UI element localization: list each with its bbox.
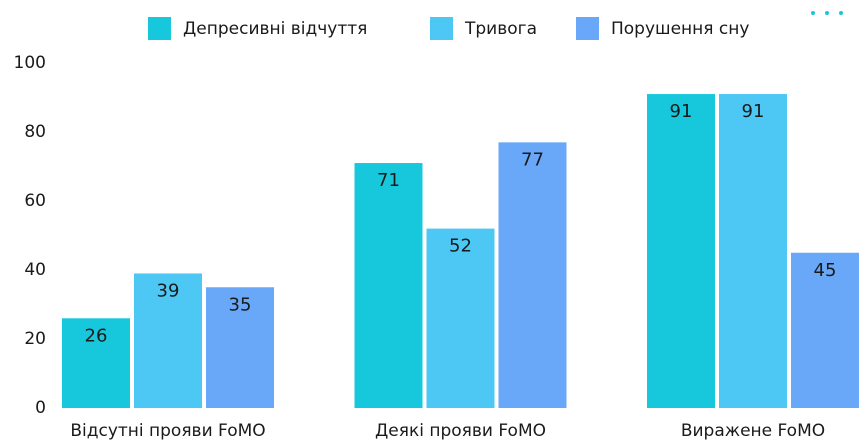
value-label: 45 bbox=[814, 260, 837, 281]
value-label: 91 bbox=[742, 101, 765, 122]
bar bbox=[62, 318, 130, 408]
y-tick-label: 0 bbox=[35, 398, 46, 418]
legend-label: Тривога bbox=[464, 19, 537, 39]
y-tick-label: 20 bbox=[24, 329, 46, 349]
legend-swatch bbox=[148, 17, 171, 40]
legend-label: Депресивні відчуття bbox=[183, 19, 367, 39]
y-tick-label: 80 bbox=[24, 122, 46, 142]
legend-swatch bbox=[576, 17, 599, 40]
legend-label: Порушення сну bbox=[611, 19, 749, 39]
y-tick-label: 100 bbox=[14, 53, 46, 73]
menu-dots bbox=[811, 11, 843, 15]
x-tick-label: Відсутні прояви FoMO bbox=[70, 421, 265, 441]
bar bbox=[719, 94, 787, 409]
value-label: 35 bbox=[229, 294, 252, 315]
y-tick-label: 40 bbox=[24, 260, 46, 280]
value-label: 71 bbox=[377, 170, 400, 191]
bar bbox=[498, 142, 567, 408]
value-label: 77 bbox=[521, 149, 544, 170]
value-label: 91 bbox=[670, 101, 693, 122]
x-tick-label: Виражене FoMO bbox=[681, 421, 825, 441]
bar bbox=[647, 94, 715, 409]
legend-swatch bbox=[430, 17, 453, 40]
bar bbox=[206, 287, 274, 408]
value-label: 52 bbox=[449, 236, 472, 257]
bar bbox=[354, 163, 423, 408]
bar bbox=[426, 228, 495, 408]
value-label: 39 bbox=[157, 280, 180, 301]
bar bbox=[134, 273, 202, 408]
bar bbox=[791, 252, 859, 408]
x-tick-label: Деякі прояви FoMO bbox=[375, 421, 546, 441]
value-label: 26 bbox=[85, 325, 108, 346]
y-tick-label: 60 bbox=[24, 191, 46, 211]
